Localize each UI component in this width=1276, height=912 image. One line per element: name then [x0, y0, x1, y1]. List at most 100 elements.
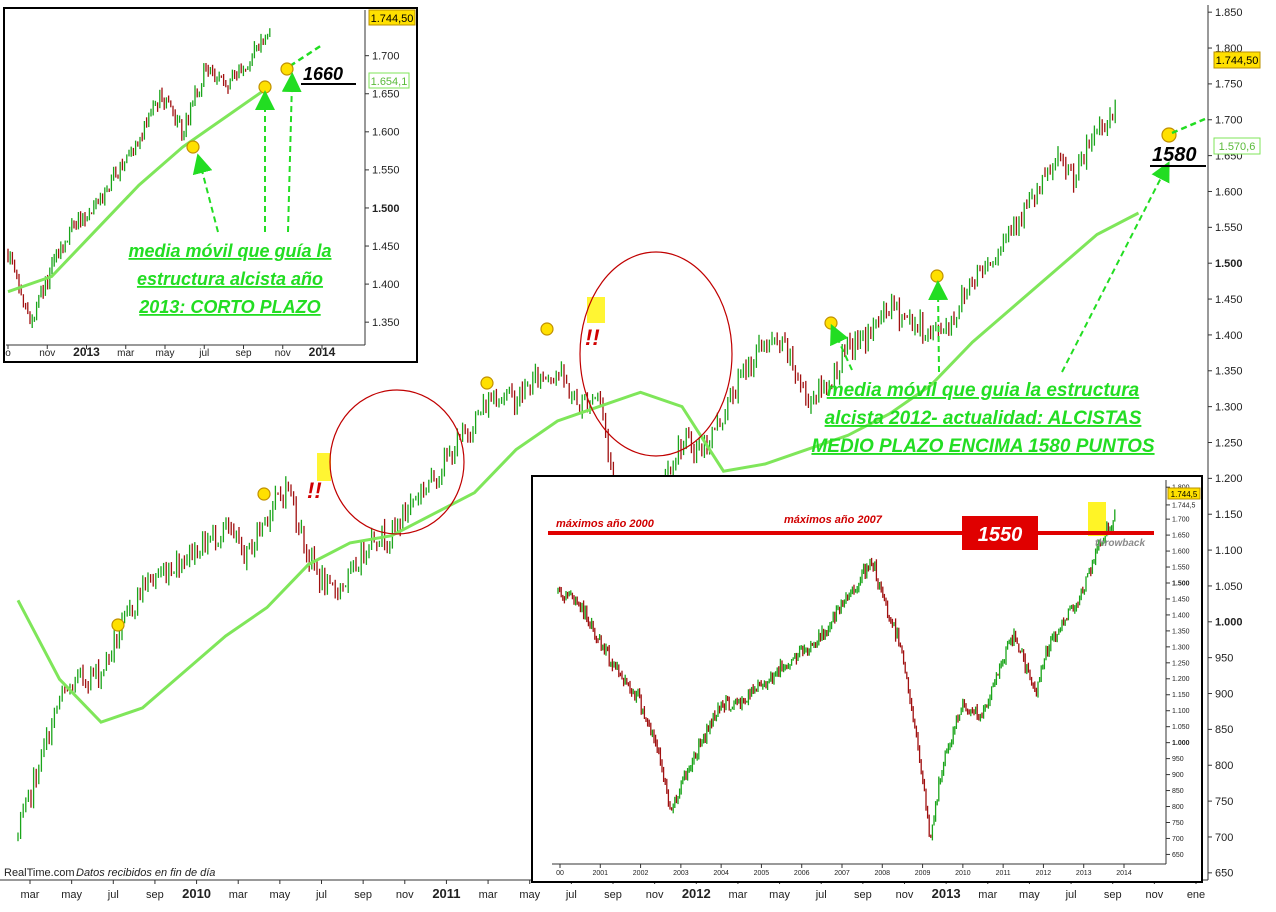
- y-tick-label: 1.050: [1215, 581, 1243, 593]
- y-tick-label: 900: [1215, 688, 1233, 700]
- x-tick-label: mar: [229, 889, 248, 901]
- ma-touch-markers: [111, 127, 1177, 632]
- x-tick-label: may: [61, 889, 82, 901]
- x-tick-label: nov: [39, 348, 55, 359]
- x-tick-label: jul: [815, 889, 827, 901]
- x-tick-label: 2006: [794, 870, 810, 877]
- y-tick-label: 1.200: [1172, 676, 1190, 683]
- inset1-x-ticks: o nov 2013 mar may jul sep nov 2014: [5, 345, 336, 359]
- inset1-arrow: [281, 72, 302, 233]
- arrow-to-marker: [928, 280, 949, 373]
- inset2-price-label: 1.744,5: [1171, 490, 1198, 499]
- y-tick-label: 1.700: [372, 51, 400, 63]
- highlight-2011: [587, 297, 605, 323]
- x-tick-label: may: [1019, 889, 1040, 901]
- inset2-price-box: [1167, 487, 1201, 500]
- inset-short-term-chart: 1.700 1.650 1.600 1.550 1.500 1.450 1.400 1.350…: [3, 7, 418, 363]
- y-tick-label: 1.500: [1215, 258, 1243, 270]
- x-tick-label: nov: [646, 889, 664, 901]
- x-tick-label: 2013: [932, 886, 961, 901]
- x-tick-label: 2009: [915, 870, 931, 877]
- main-ma-label: 1.570,6: [1219, 141, 1256, 153]
- y-tick-label: 650: [1172, 852, 1184, 859]
- x-tick-label: 2008: [874, 870, 890, 877]
- y-tick-label: 1.050: [1172, 724, 1190, 731]
- y-tick-label: 1.650: [1172, 533, 1190, 540]
- inset1-price-label: 1.744,50: [371, 13, 414, 25]
- y-tick-label: 1.100: [1215, 545, 1243, 557]
- x-tick-label: may: [769, 889, 790, 901]
- y-tick-label: 1.450: [372, 241, 400, 253]
- x-tick-label: 2007: [834, 870, 850, 877]
- ellipse-2010-correction: [329, 389, 465, 535]
- x-tick-label: jul: [107, 889, 119, 901]
- x-tick-label: ene: [1187, 889, 1205, 901]
- y-tick-label: 1.850: [1215, 7, 1243, 19]
- x-tick-label: sep: [146, 889, 164, 901]
- x-tick-label: mar: [479, 889, 498, 901]
- x-tick-label: 2010: [182, 886, 211, 901]
- y-tick-label: 1.150: [1172, 692, 1190, 699]
- ma-touch-marker: [111, 618, 125, 632]
- y-tick-label: 1.650: [372, 89, 400, 101]
- x-tick-label: nov: [275, 348, 291, 359]
- ma-touch-marker: [540, 322, 554, 336]
- inset-long-term-frame: [531, 475, 1203, 883]
- x-tick-label: mar: [21, 889, 40, 901]
- inset1-ma-touch-marker: [258, 80, 272, 94]
- x-tick-label: 2013: [73, 345, 100, 359]
- x-tick-label: 2012: [682, 886, 711, 901]
- ellipse-2011-correction: [579, 251, 733, 457]
- y-tick-label: 1.600: [372, 127, 400, 139]
- x-tick-label: sep: [854, 889, 872, 901]
- y-tick-label: 1.600: [1172, 549, 1190, 556]
- y-tick-label: 1.350: [1215, 366, 1243, 378]
- main-annotation-line-1: media móvil que guia la estructura: [827, 380, 1140, 401]
- x-tick-label: 2014: [309, 345, 336, 359]
- x-tick-label: may: [156, 348, 175, 359]
- x-tick-label: 2001: [592, 870, 608, 877]
- y-tick-label: 950: [1215, 653, 1233, 665]
- arrow-to-target: [1061, 161, 1170, 373]
- arrow-to-marker: [830, 323, 853, 371]
- y-tick-label: 1.000: [1215, 617, 1243, 629]
- main-target-label: 1580: [1152, 144, 1197, 166]
- y-tick-label: 750: [1172, 820, 1184, 827]
- y-tick-label: 1.550: [1215, 222, 1243, 234]
- inset2-price-bars: [557, 509, 1116, 841]
- main-chart: 1.8501.8001.7501.7001.6501.6001.5501.500…: [0, 5, 1261, 901]
- x-tick-label: sep: [354, 889, 372, 901]
- y-tick-label: 1.500: [372, 203, 400, 215]
- main-x-ticks: mar may jul sep 2010 mar may jul sep nov 2011 mar ma…: [21, 880, 1205, 901]
- y-tick-label: 1.750: [1215, 79, 1243, 91]
- x-tick-label: may: [519, 889, 540, 901]
- inset1-annotation-line-3: 2013: CORTO PLAZO: [138, 297, 320, 317]
- x-tick-label: 2002: [633, 870, 649, 877]
- warning-mark-2011: !!: [585, 325, 600, 350]
- ma-touch-marker: [257, 487, 271, 501]
- ma-touch-marker: [930, 269, 944, 283]
- y-tick-label: 1.350: [372, 317, 400, 329]
- inset1-target-marker: [280, 62, 294, 76]
- x-tick-label: jul: [565, 889, 577, 901]
- main-price-label: 1.744,50: [1216, 55, 1259, 67]
- y-tick-label: 650: [1215, 868, 1233, 880]
- x-tick-label: 2003: [673, 870, 689, 877]
- x-tick-label: may: [269, 889, 290, 901]
- inset1-moving-average-line: [7, 84, 271, 294]
- y-tick-label: 1.400: [1172, 612, 1190, 619]
- main-annotation-line-2: alcista 2012- actualidad: ALCISTAS: [825, 408, 1142, 429]
- y-tick-label: 1.450: [1172, 596, 1190, 603]
- x-tick-label: 00: [556, 870, 564, 877]
- y-tick-label: 850: [1215, 724, 1233, 736]
- y-tick-label: 1.300: [1172, 644, 1190, 651]
- y-tick-label: 1.350: [1172, 628, 1190, 635]
- target-marker-1580: [1161, 127, 1177, 143]
- y-tick-label: 1.250: [1172, 660, 1190, 667]
- inset1-ma-box: [368, 72, 410, 89]
- main-ma-projection: [1171, 117, 1206, 135]
- x-tick-label: o: [5, 348, 11, 359]
- y-tick-label: 1.300: [1215, 401, 1243, 413]
